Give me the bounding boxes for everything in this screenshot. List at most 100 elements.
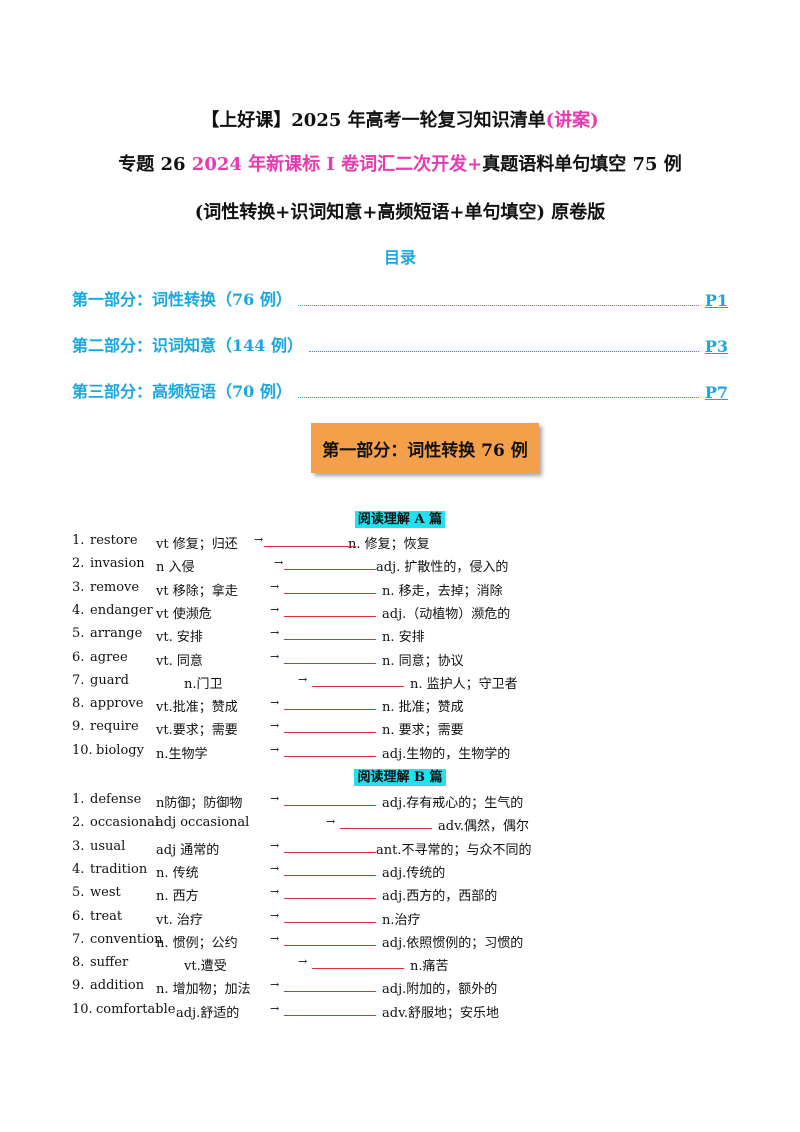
section-label: 阅读理解 B 篇 — [0, 766, 800, 786]
item-number: 9. — [72, 978, 85, 994]
item-number: 7. — [72, 931, 85, 947]
toc-item[interactable]: 第三部分：高频短语（70 例） P7 — [72, 380, 728, 402]
target-form: adj.（动植物）濒危的 — [382, 606, 511, 622]
answer-blank[interactable] — [284, 626, 376, 641]
target-form: n. 安排 — [382, 630, 425, 646]
answer-blank[interactable] — [284, 1002, 376, 1016]
item-number: 8. — [72, 696, 85, 712]
answer-blank[interactable] — [284, 932, 376, 946]
arrow-icon: → — [270, 792, 280, 805]
item-number: 7. — [72, 672, 85, 688]
answer-blank[interactable] — [284, 719, 376, 734]
answer-blank[interactable] — [284, 885, 376, 900]
answer-blank[interactable] — [284, 580, 376, 594]
document-title: 【上好课】2025 年高考一轮复习知识清单(讲案) — [0, 106, 800, 132]
headword: tradition — [90, 861, 148, 877]
part-of-speech: n.生物学 — [156, 746, 208, 762]
toc-page[interactable]: P3 — [704, 337, 728, 356]
item-number: 5. — [72, 626, 85, 642]
item-number: 2. — [72, 815, 85, 831]
headword: remove — [90, 579, 140, 595]
toc-item[interactable]: 第一部分：词性转换（76 例） P1 — [72, 288, 728, 310]
target-form: adj.西方的，西部的 — [382, 889, 498, 905]
section-label-text: 阅读理解 A 篇 — [354, 511, 446, 528]
target-form: n. 监护人；守卫者 — [410, 676, 518, 692]
answer-blank[interactable] — [284, 978, 376, 993]
headword: require — [90, 719, 139, 735]
toc-leader — [297, 305, 699, 306]
part-of-speech: vt.遭受 — [184, 959, 227, 975]
toc-leader — [297, 397, 699, 398]
target-form: adj. 扩散性的，侵入的 — [376, 560, 509, 576]
target-form: n. 修复；恢复 — [348, 537, 430, 552]
item-number: 4. — [72, 602, 85, 618]
item-number: 5. — [72, 885, 85, 901]
arrow-icon: → — [326, 815, 336, 829]
title-accent: (讲案) — [545, 110, 599, 131]
answer-blank[interactable] — [264, 533, 356, 547]
arrow-icon: → — [270, 579, 280, 593]
part-of-speech: vt 修复；归还 — [156, 537, 238, 552]
headword: endanger — [90, 602, 153, 618]
arrow-icon: → — [270, 742, 280, 756]
answer-blank[interactable] — [312, 955, 404, 970]
arrow-icon: → — [298, 955, 308, 969]
headword: restore — [90, 533, 138, 548]
answer-blank[interactable] — [284, 909, 376, 923]
item-number: 9. — [72, 719, 85, 735]
answer-blank[interactable] — [340, 815, 432, 830]
toc-label: 第三部分：高频短语（70 例） — [72, 382, 292, 401]
answer-blank[interactable] — [284, 603, 376, 617]
headword: occasional — [90, 815, 160, 831]
item-number: 3. — [72, 838, 85, 854]
toc-page[interactable]: P7 — [704, 383, 728, 402]
section-label: 阅读理解 A 篇 — [0, 508, 800, 528]
part-of-speech: vt.批准；赞成 — [156, 700, 238, 716]
item-number: 4. — [72, 861, 85, 877]
answer-blank[interactable] — [284, 792, 376, 806]
answer-blank[interactable] — [284, 862, 376, 876]
answer-blank[interactable] — [284, 743, 376, 757]
toc-heading: 目录 — [383, 248, 416, 267]
answer-blank[interactable] — [312, 673, 404, 687]
arrow-icon: → — [270, 602, 280, 616]
toc-page[interactable]: P1 — [704, 291, 728, 310]
document-subtitle: 专题 26 2024 年新课标 I 卷词汇二次开发+真题语料单句填空 75 例 — [0, 150, 800, 176]
headword: convention — [90, 931, 163, 947]
arrow-icon: → — [270, 696, 280, 710]
arrow-icon: → — [270, 838, 280, 852]
item-number: 10. — [72, 1001, 93, 1017]
target-form: n. 同意；协议 — [382, 653, 464, 669]
target-form: adj.存有戒心的；生气的 — [382, 796, 524, 811]
headword: addition — [90, 978, 145, 994]
headword: invasion — [90, 556, 145, 572]
item-number: 3. — [72, 579, 85, 595]
headword: biology — [96, 742, 144, 758]
target-form: adv.舒服地；安乐地 — [382, 1005, 500, 1021]
target-form: adj.附加的，额外的 — [382, 982, 498, 998]
arrow-icon: → — [254, 533, 264, 546]
item-number: 8. — [72, 955, 85, 971]
part-of-speech: vt. 治疗 — [156, 912, 203, 928]
arrow-icon: → — [270, 978, 280, 992]
subtitle-accent: 2024 年新课标 I 卷词汇二次开发+ — [191, 154, 483, 175]
answer-blank[interactable] — [284, 839, 376, 853]
toc-item[interactable]: 第二部分：识词知意（144 例） P3 — [72, 334, 728, 356]
part-of-speech: adj 通常的 — [156, 842, 220, 858]
answer-blank[interactable] — [284, 696, 376, 711]
target-form: adj.依照惯例的；习惯的 — [382, 935, 524, 951]
section-banner: 第一部分：词性转换 76 例 — [311, 423, 539, 473]
answer-blank[interactable] — [284, 556, 376, 571]
target-form: n. 移走，去掉；消除 — [382, 583, 503, 599]
arrow-icon: → — [270, 931, 280, 945]
answer-blank[interactable] — [284, 650, 376, 664]
part-of-speech: vt 移除；拿走 — [156, 583, 238, 599]
arrow-icon: → — [270, 1001, 280, 1015]
item-number: 6. — [72, 908, 85, 924]
subtitle-suffix: 真题语料单句填空 75 例 — [482, 154, 682, 175]
document-subtitle-2: (词性转换+识词知意+高频短语+单句填空) 原卷版 — [194, 202, 606, 223]
arrow-icon: → — [270, 861, 280, 875]
part-of-speech: n. 西方 — [156, 889, 199, 905]
item-number: 1. — [72, 533, 85, 548]
arrow-icon: → — [274, 556, 284, 570]
